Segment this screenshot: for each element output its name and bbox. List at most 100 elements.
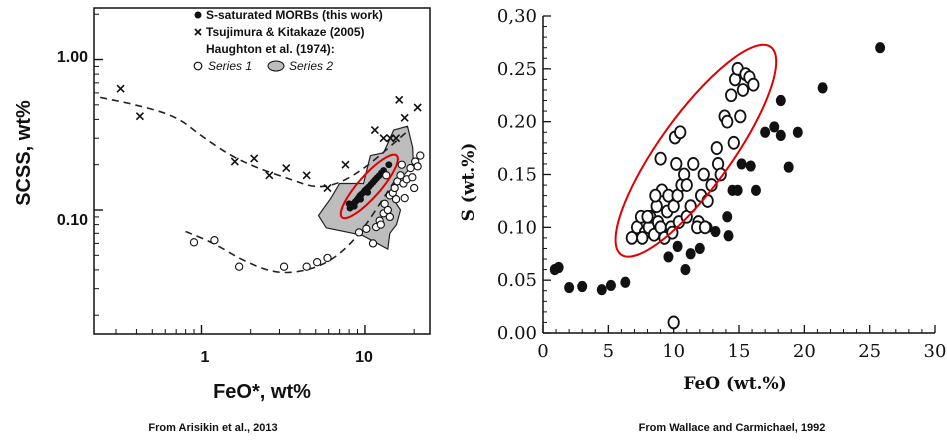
- left-plot-frame: [93, 7, 431, 335]
- left-point-cross: [135, 112, 144, 121]
- right-point-open-circle: [636, 230, 649, 245]
- left-xtick-label-10: 10: [355, 349, 373, 366]
- left-point-cross: [379, 134, 388, 143]
- left-point-open-circle: [396, 171, 405, 180]
- right-point-filled-circle: [680, 264, 691, 276]
- right-point-filled-circle: [596, 284, 607, 296]
- legend-label-morbs: S-saturated MORBs (this work): [206, 8, 383, 22]
- legend-gray-region-marker: [267, 60, 285, 72]
- right-point-open-circle: [654, 151, 667, 166]
- left-point-open-circle: [362, 224, 371, 233]
- left-dashed-curve-1: [100, 96, 408, 188]
- left-point-open-circle: [416, 151, 425, 160]
- left-ytick-label-0.1: 0.10: [57, 212, 88, 229]
- right-point-open-circle: [674, 125, 687, 140]
- legend-heading-haughton: Haughton et al. (1974):: [206, 42, 335, 56]
- left-point-filled-circle: [385, 161, 393, 169]
- right-point-open-circle: [697, 167, 710, 182]
- right-point-filled-circle: [732, 184, 743, 196]
- right-point-filled-circle: [817, 82, 828, 94]
- right-point-filled-circle: [553, 261, 564, 274]
- left-point-cross: [230, 157, 239, 166]
- left-point-cross: [323, 183, 332, 193]
- left-point-open-circle: [189, 238, 199, 247]
- left-point-open-circle: [235, 262, 244, 271]
- right-ytick-label: 0.25: [497, 59, 537, 80]
- right-point-filled-circle: [750, 184, 761, 196]
- right-xtick-label: 0: [537, 341, 548, 362]
- right-point-open-circle: [725, 88, 738, 103]
- left-point-cross: [391, 134, 401, 143]
- right-point-filled-circle: [792, 126, 803, 138]
- left-y-axis-title: SCSS, wt%: [13, 100, 35, 206]
- left-x-axis-title: FeO*, wt%: [213, 381, 311, 403]
- caption-left: From Arisikin et al., 2013: [148, 422, 277, 434]
- right-axis-ticks: 0 5 10 15 20 25 30 0.00 0.05 0.10 0.15 0.20 0.25 0,30: [497, 6, 947, 362]
- left-point-open-circle: [354, 228, 364, 237]
- left-point-open-circle: [382, 171, 391, 180]
- right-point-filled-circle: [769, 121, 780, 133]
- right-ytick-label: 0.15: [497, 165, 537, 186]
- right-point-filled-circle: [722, 211, 733, 223]
- left-red-highlight-ellipse: [339, 153, 399, 220]
- legend-label-tsujimura: Tsujimura & Kitakaze (2005): [206, 25, 365, 39]
- legend-label-series1: Series 1: [208, 59, 252, 73]
- left-point-open-circle: [410, 183, 419, 193]
- right-ytick-label: 0.05: [497, 270, 537, 291]
- left-point-filled-circle: [350, 202, 358, 210]
- right-point-open-circle: [714, 167, 727, 182]
- right-point-filled-circle: [672, 240, 683, 252]
- left-axis-ticks: [94, 13, 415, 334]
- right-point-open-circle: [727, 135, 740, 150]
- right-y-axis-title: S (wt.%): [459, 143, 479, 222]
- right-chart: 0 5 10 15 20 25 30 0.00 0.05 0.10 0.15 0.20 0.25 0,30…: [459, 6, 946, 394]
- left-point-open-circle: [385, 212, 394, 222]
- right-point-filled-circle: [736, 158, 747, 170]
- left-point-cross: [265, 171, 274, 180]
- left-point-cross: [250, 154, 259, 163]
- left-chart: 1 10 1.00 0.10 FeO*, wt% SCSS, wt% S-sat…: [13, 7, 431, 403]
- left-highlight-group: [339, 153, 399, 220]
- right-highlight-group: [614, 43, 778, 258]
- right-point-filled-circle: [685, 248, 696, 260]
- legend-filled-circle-marker: [194, 11, 202, 19]
- left-dashed-curve-2: [185, 174, 399, 274]
- left-point-cross: [282, 164, 291, 173]
- left-point-filled-circle: [364, 188, 372, 196]
- left-point-open-circle: [323, 253, 332, 263]
- right-point-filled-circle: [745, 160, 756, 172]
- right-xtick-label: 5: [603, 341, 614, 362]
- right-ytick-label: 0.10: [497, 217, 537, 238]
- left-ytick-label-1: 1.00: [57, 49, 88, 66]
- left-point-cross: [413, 103, 422, 112]
- left-point-cross: [370, 125, 379, 135]
- right-point-filled-circle: [564, 281, 575, 294]
- right-xtick-label: 20: [793, 341, 816, 362]
- left-point-open-circle: [302, 262, 311, 271]
- left-point-cross: [341, 160, 350, 169]
- right-point-open-circle: [680, 178, 693, 192]
- left-point-open-circle: [376, 220, 385, 229]
- left-points-group: [116, 84, 425, 271]
- right-xtick-label: 10: [662, 341, 685, 362]
- right-point-filled-circle: [663, 251, 674, 263]
- right-point-open-circle: [687, 157, 700, 171]
- right-point-filled-circle: [723, 230, 734, 242]
- legend-cross-marker: [194, 28, 202, 36]
- right-point-open-circle: [710, 141, 723, 155]
- right-point-open-circle: [667, 315, 680, 330]
- left-point-open-circle: [210, 236, 219, 245]
- left-point-open-circle: [408, 173, 417, 182]
- left-point-cross: [395, 95, 404, 104]
- right-point-filled-circle: [783, 161, 794, 173]
- right-point-open-circle: [736, 83, 750, 97]
- left-point-open-circle: [406, 163, 415, 173]
- left-point-open-circle: [313, 258, 322, 267]
- right-ytick-label: 0.00: [497, 323, 537, 344]
- left-curves-group: [100, 96, 408, 274]
- right-point-filled-circle: [775, 129, 786, 142]
- left-point-open-circle: [279, 262, 289, 271]
- left-legend: S-saturated MORBs (this work) Tsujimura …: [193, 8, 383, 73]
- right-point-filled-circle: [875, 42, 886, 54]
